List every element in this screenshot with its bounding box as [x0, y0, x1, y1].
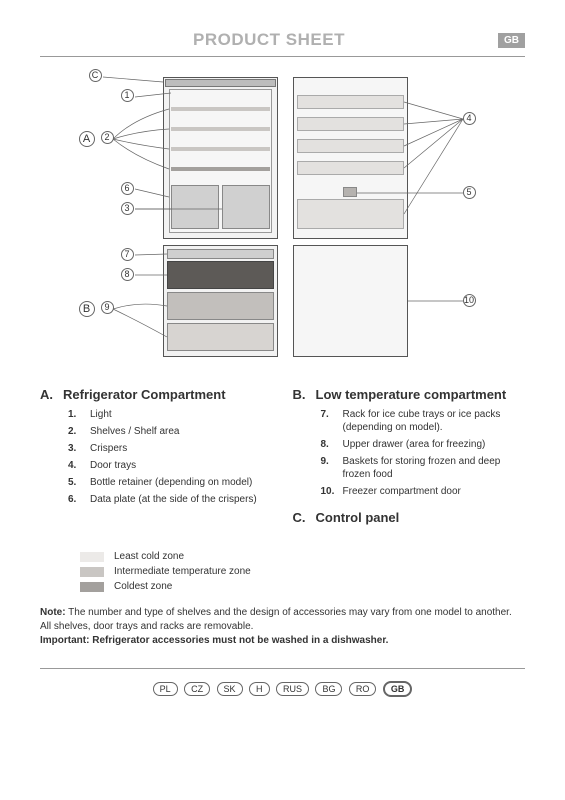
item-num: 6.: [68, 493, 82, 506]
temperature-legend: Least cold zone Intermediate temperature…: [80, 551, 525, 592]
crisper-left: [171, 185, 219, 229]
item-text: Bottle retainer (depending on model): [90, 476, 252, 489]
item-text: Freezer compartment door: [343, 485, 461, 498]
item-num: 9.: [321, 455, 335, 481]
section-a-title: Refrigerator Compartment: [63, 387, 226, 402]
section-b: B. Low temperature compartment 7. Rack fo…: [293, 387, 526, 531]
page: PRODUCT SHEET GB: [0, 0, 565, 727]
section-b-items: 7. Rack for ice cube trays or ice packs (…: [293, 408, 526, 498]
callout-4: 4: [463, 112, 476, 125]
item-num: 3.: [68, 442, 82, 455]
shelf: [171, 127, 270, 131]
door-tray: [297, 139, 404, 153]
item-num: 8.: [321, 438, 335, 451]
lang-pill: SK: [217, 682, 243, 696]
item-text: Rack for ice cube trays or ice packs (de…: [343, 408, 526, 434]
language-list: PL CZ SK H RUS BG RO GB: [40, 679, 525, 697]
callout-b: B: [79, 301, 95, 317]
item-num: 5.: [68, 476, 82, 489]
section-a-letter: A.: [40, 387, 53, 402]
swatch-coldest: [80, 582, 104, 592]
item-num: 2.: [68, 425, 82, 438]
callout-8: 8: [121, 268, 134, 281]
freezer-basket: [167, 292, 274, 320]
callout-5: 5: [463, 186, 476, 199]
item-text: Shelves / Shelf area: [90, 425, 180, 438]
bottle-retainer: [343, 187, 357, 197]
important-label: Important:: [40, 635, 89, 646]
page-title: PRODUCT SHEET: [40, 30, 498, 50]
ice-rack: [167, 249, 274, 259]
callout-2: 2: [101, 131, 114, 144]
item-text: Upper drawer (area for freezing): [343, 438, 486, 451]
crisper-right: [222, 185, 270, 229]
door-tray: [297, 117, 404, 131]
language-badge: GB: [498, 33, 525, 48]
item-num: 7.: [321, 408, 335, 434]
callout-1: 1: [121, 89, 134, 102]
lang-pill: CZ: [184, 682, 210, 696]
callout-9: 9: [101, 301, 114, 314]
item-text: Baskets for storing frozen and deep froz…: [343, 455, 526, 481]
section-c-letter: C.: [293, 510, 306, 525]
section-b-title: Low temperature compartment: [316, 387, 507, 402]
lang-pill: H: [249, 682, 270, 696]
shelf: [171, 147, 270, 151]
section-b-letter: B.: [293, 387, 306, 402]
callout-a: A: [79, 131, 95, 147]
sections: A. Refrigerator Compartment 1. Light 2. Sh…: [40, 387, 525, 531]
legend-label: Coldest zone: [114, 581, 172, 592]
freezer-door: [293, 245, 408, 357]
callout-10: 10: [463, 294, 476, 307]
item-text: Door trays: [90, 459, 136, 472]
shelf: [171, 107, 270, 111]
note-label: Note:: [40, 607, 66, 618]
lang-pill: RUS: [276, 682, 309, 696]
control-panel-strip: [165, 79, 276, 87]
lang-pill: RO: [349, 682, 377, 696]
header: PRODUCT SHEET GB: [40, 30, 525, 50]
divider: [40, 668, 525, 669]
legend-label: Intermediate temperature zone: [114, 566, 251, 577]
door-tray: [297, 95, 404, 109]
item-num: 1.: [68, 408, 82, 421]
section-a-items: 1. Light 2. Shelves / Shelf area 3. Crisper…: [40, 408, 273, 506]
lang-pill-active: GB: [383, 681, 413, 697]
divider: [40, 56, 525, 57]
section-c-title: Control panel: [316, 510, 400, 525]
swatch-least-cold: [80, 552, 104, 562]
door-tray: [297, 161, 404, 175]
important-text: Refrigerator accessories must not be was…: [89, 635, 388, 646]
item-text: Data plate (at the side of the crispers): [90, 493, 257, 506]
lang-pill: BG: [315, 682, 342, 696]
freezer-basket: [167, 323, 274, 351]
notes: Note: The number and type of shelves and…: [40, 606, 525, 648]
item-text: Light: [90, 408, 112, 421]
door-tray-bottle: [297, 199, 404, 229]
upper-drawer: [167, 261, 274, 289]
note-text: The number and type of shelves and the d…: [40, 607, 512, 632]
appliance-diagram: C 1 A 2 6 3 7 8 B 9 4 5 10: [43, 69, 523, 369]
callout-7: 7: [121, 248, 134, 261]
item-num: 4.: [68, 459, 82, 472]
lang-pill: PL: [153, 682, 178, 696]
leader-lines: [43, 69, 523, 369]
swatch-intermediate: [80, 567, 104, 577]
item-num: 10.: [321, 485, 335, 498]
callout-6: 6: [121, 182, 134, 195]
shelf-cold: [171, 167, 270, 171]
legend-label: Least cold zone: [114, 551, 184, 562]
item-text: Crispers: [90, 442, 127, 455]
callout-3: 3: [121, 202, 134, 215]
callout-c: C: [89, 69, 102, 82]
section-a: A. Refrigerator Compartment 1. Light 2. Sh…: [40, 387, 273, 531]
